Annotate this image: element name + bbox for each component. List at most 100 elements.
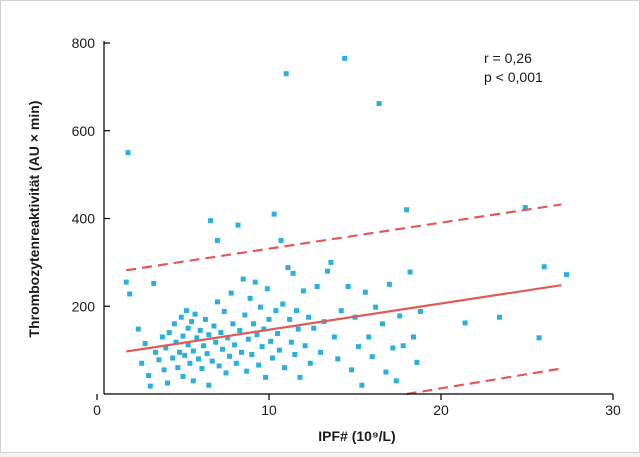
data-point-51: [221, 309, 227, 315]
data-point-27: [185, 342, 191, 348]
data-point-39: [204, 351, 210, 357]
x-tick-label-20: 20: [433, 402, 449, 418]
data-point-118: [373, 304, 379, 310]
data-point-85: [280, 301, 286, 307]
y-axis-title: Thrombozytenreaktivität (AU × min): [26, 101, 42, 338]
data-point-132: [462, 320, 468, 326]
data-point-81: [273, 308, 279, 314]
data-point-56: [230, 321, 236, 327]
y-tick-label-600: 600: [72, 123, 96, 139]
data-point-120: [380, 321, 386, 327]
data-point-25: [183, 308, 189, 314]
data-point-116: [366, 334, 372, 340]
data-point-32: [192, 311, 198, 317]
data-point-93: [294, 308, 300, 314]
data-point-45: [213, 339, 219, 345]
data-point-76: [264, 286, 270, 292]
data-point-88: [285, 265, 291, 271]
confidence-band-lower: [406, 367, 562, 396]
ticks-layer: 200 400 600 800 0 10 20 30: [72, 35, 621, 418]
data-point-96: [300, 288, 306, 294]
data-point-36: [199, 366, 205, 372]
data-point-62: [240, 276, 246, 282]
data-point-109: [342, 55, 348, 61]
data-point-110: [345, 284, 351, 290]
data-point-57: [232, 342, 238, 348]
data-point-12: [161, 367, 167, 373]
data-point-22: [180, 333, 186, 339]
data-point-136: [541, 264, 547, 270]
data-point-59: [235, 222, 241, 228]
data-point-31: [190, 378, 196, 384]
data-point-92: [292, 352, 298, 358]
data-point-43: [209, 358, 215, 364]
data-point-77: [266, 316, 272, 322]
annotation-r: r = 0,26: [484, 50, 532, 66]
data-point-42: [208, 218, 214, 224]
data-point-69: [252, 279, 258, 285]
data-point-34: [195, 356, 201, 362]
data-point-106: [331, 334, 337, 340]
data-point-8: [151, 280, 157, 286]
data-point-7: [147, 383, 153, 389]
data-point-49: [218, 330, 224, 336]
axes: [103, 41, 613, 395]
x-tick-label-0: 0: [93, 402, 101, 418]
data-point-72: [257, 304, 263, 310]
confidence-band-upper: [126, 203, 562, 272]
data-point-4: [139, 360, 145, 366]
regression-line: [126, 284, 562, 353]
data-point-121: [383, 369, 389, 375]
data-point-70: [254, 332, 260, 338]
data-point-82: [275, 330, 281, 336]
data-point-133: [496, 314, 502, 320]
data-point-23: [180, 373, 186, 379]
data-point-66: [247, 295, 253, 301]
data-point-44: [211, 323, 217, 329]
data-point-13: [163, 345, 169, 351]
data-point-38: [202, 316, 208, 322]
data-point-17: [171, 321, 177, 327]
data-point-80: [271, 211, 277, 217]
data-point-97: [302, 343, 308, 349]
data-point-2: [127, 291, 133, 297]
data-point-20: [177, 349, 183, 355]
lines-layer: [126, 203, 562, 396]
data-point-105: [328, 259, 334, 265]
annotation-p: p < 0,001: [484, 69, 543, 85]
data-point-11: [159, 334, 165, 340]
data-point-114: [359, 382, 365, 388]
data-point-3: [135, 326, 141, 332]
data-point-55: [228, 290, 234, 296]
data-point-54: [226, 353, 232, 359]
data-point-135: [536, 335, 542, 341]
data-point-128: [407, 269, 413, 275]
data-point-125: [397, 313, 403, 319]
data-point-50: [220, 346, 226, 352]
data-point-48: [216, 363, 222, 369]
data-point-41: [206, 382, 212, 388]
data-point-35: [197, 327, 203, 333]
data-point-29: [189, 319, 195, 325]
data-point-98: [306, 314, 312, 320]
data-point-68: [251, 321, 257, 327]
data-point-53: [225, 335, 231, 341]
data-point-21: [178, 314, 184, 320]
data-point-60: [237, 327, 243, 333]
data-point-100: [311, 325, 317, 331]
data-point-75: [263, 374, 269, 380]
data-point-107: [335, 356, 341, 362]
data-point-134: [522, 205, 528, 211]
data-point-9: [152, 349, 158, 355]
data-point-18: [173, 339, 179, 345]
data-point-74: [261, 326, 267, 332]
data-point-123: [390, 345, 396, 351]
data-point-19: [175, 365, 181, 371]
stat-annotations: r = 0,26 p < 0,001: [484, 50, 543, 85]
data-point-14: [165, 380, 171, 386]
data-point-91: [290, 270, 296, 276]
x-tick-label-10: 10: [261, 402, 277, 418]
data-point-99: [307, 360, 313, 366]
